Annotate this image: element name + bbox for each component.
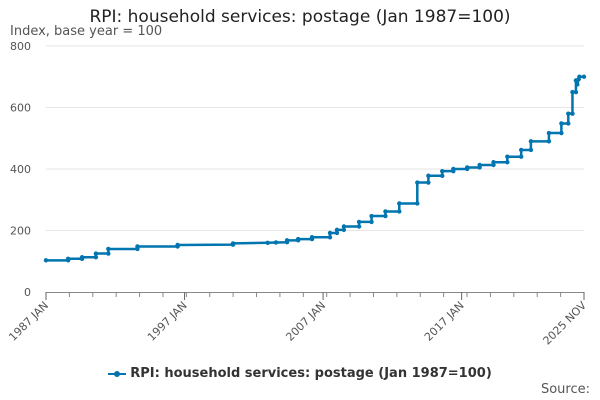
data-point[interactable] <box>327 235 333 240</box>
x-tick-label: 2017 JAN <box>422 299 467 344</box>
data-point[interactable] <box>175 242 180 248</box>
data-point[interactable] <box>477 162 482 168</box>
data-point[interactable] <box>106 251 111 256</box>
data-point[interactable] <box>559 121 564 126</box>
data-point[interactable] <box>505 154 510 159</box>
data-point[interactable] <box>356 224 362 229</box>
data-point[interactable] <box>230 241 236 246</box>
data-point[interactable] <box>135 244 140 249</box>
data-point[interactable] <box>451 166 456 172</box>
data-point[interactable] <box>566 121 571 126</box>
x-tick-label: 1997 JAN <box>145 299 190 344</box>
data-point[interactable] <box>464 165 470 170</box>
data-point[interactable] <box>566 111 571 116</box>
data-point[interactable] <box>577 74 582 79</box>
data-point[interactable] <box>581 74 587 79</box>
source-label: Source: <box>540 382 590 397</box>
data-point[interactable] <box>327 230 333 236</box>
data-point[interactable] <box>341 227 347 233</box>
y-axis-label: Index, base year = 100 <box>10 24 163 39</box>
y-tick-label-800: 800 <box>10 40 31 53</box>
grid-lines <box>46 45 584 231</box>
data-point[interactable] <box>265 240 270 245</box>
series-layer <box>43 74 587 263</box>
y-tick-label-0: 0 <box>24 286 31 299</box>
data-point[interactable] <box>546 130 552 136</box>
data-point[interactable] <box>415 201 420 206</box>
legend-entry-label: RPI: household services: postage (Jan 19… <box>130 366 492 381</box>
x-axis: 1987 JAN 1997 JAN 2007 JAN 2017 JAN 2025 NOV <box>6 292 589 348</box>
y-tick-label-400: 400 <box>10 163 31 176</box>
data-point[interactable] <box>383 213 388 219</box>
data-point[interactable] <box>369 219 374 225</box>
data-point[interactable] <box>570 89 575 95</box>
data-point[interactable] <box>93 255 99 260</box>
data-point[interactable] <box>397 201 402 206</box>
y-tick-label-600: 600 <box>10 102 31 115</box>
x-tick-label: 1987 JAN <box>6 299 51 344</box>
data-point[interactable] <box>528 147 534 153</box>
data-point[interactable] <box>573 89 579 95</box>
data-point[interactable] <box>284 238 290 243</box>
legend-line-marker-icon <box>108 369 127 379</box>
data-point[interactable] <box>309 235 315 240</box>
legend[interactable]: RPI: household services: postage (Jan 19… <box>0 366 600 381</box>
data-point[interactable] <box>575 82 580 87</box>
data-point[interactable] <box>559 130 564 136</box>
data-point[interactable] <box>79 255 85 260</box>
data-point[interactable] <box>546 139 552 144</box>
data-point[interactable] <box>356 219 362 225</box>
data-point[interactable] <box>341 224 347 229</box>
data-point[interactable] <box>519 154 524 159</box>
data-point[interactable] <box>334 227 340 233</box>
data-point[interactable] <box>570 111 575 116</box>
chart-title: RPI: household services: postage (Jan 19… <box>89 7 511 27</box>
data-point[interactable] <box>334 230 340 236</box>
data-point[interactable] <box>65 256 71 261</box>
data-point[interactable] <box>273 240 279 245</box>
data-point[interactable] <box>397 209 402 214</box>
y-axis-ticks: 0 200 400 600 800 <box>10 40 31 299</box>
data-point[interactable] <box>491 160 496 165</box>
data-point[interactable] <box>528 139 534 144</box>
data-point[interactable] <box>440 168 445 174</box>
data-point[interactable] <box>505 160 510 165</box>
data-point[interactable] <box>369 213 374 219</box>
data-point[interactable] <box>519 147 524 153</box>
data-point[interactable] <box>93 251 99 256</box>
x-tick-label: 2007 JAN <box>283 299 328 344</box>
data-point[interactable] <box>106 246 111 252</box>
y-tick-label-200: 200 <box>10 225 31 238</box>
data-point[interactable] <box>383 209 388 214</box>
data-point[interactable] <box>426 173 431 178</box>
x-tick-label: 2025 NOV <box>541 299 590 348</box>
data-point[interactable] <box>426 180 431 185</box>
data-point[interactable] <box>415 180 420 185</box>
data-point[interactable] <box>440 173 445 178</box>
data-point[interactable] <box>295 236 301 242</box>
data-point[interactable] <box>43 258 49 263</box>
